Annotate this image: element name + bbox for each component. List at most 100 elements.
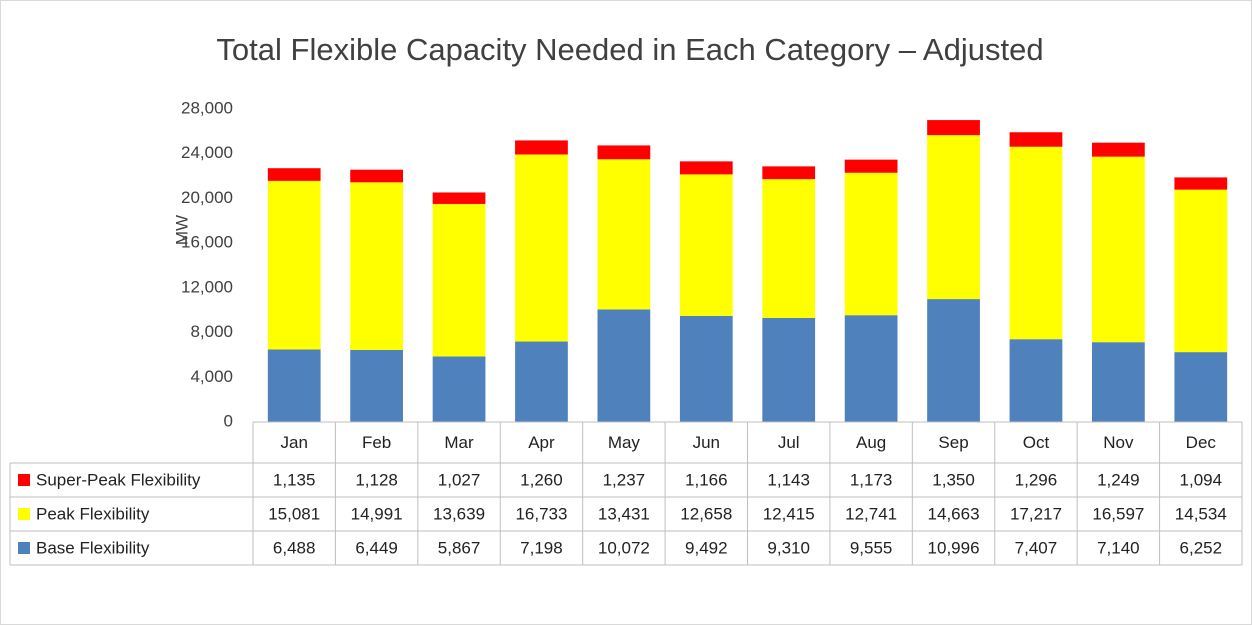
table-value: 6,449 [355,538,398,557]
bar-segment [844,172,898,316]
x-tick-label: Nov [1103,433,1134,452]
table-value: 15,081 [268,504,320,523]
legend-swatch [18,542,30,554]
table-value: 13,639 [433,504,485,523]
bar-segment [844,159,898,173]
x-tick-label: Jan [280,433,307,452]
x-tick-label: May [608,433,641,452]
bar-segment [350,349,403,422]
table-value: 9,310 [767,538,810,557]
y-axis-label: MW [172,215,191,245]
bar-segment [1092,156,1145,343]
chart-title: Total Flexible Capacity Needed in Each C… [216,32,1043,67]
table-value: 12,415 [763,504,815,523]
y-tick-label: 8,000 [190,322,233,341]
bar-segment [350,182,403,350]
table-value: 1,249 [1097,470,1140,489]
bar-segment [515,341,568,422]
x-tick-label: Jun [693,433,720,452]
bar-segment [597,145,651,160]
table-value: 16,597 [1092,504,1144,523]
bar-segment [597,309,651,422]
table-value: 12,741 [845,504,897,523]
y-tick-label: 24,000 [181,143,233,162]
bar-segment [927,120,980,136]
bar-segment [1174,177,1228,190]
bar-segment [432,356,486,422]
table-value: 1,350 [932,470,975,489]
bar-segment [844,315,898,422]
bar-segment [762,179,816,318]
table-value: 1,260 [520,470,563,489]
legend-swatch [18,474,30,486]
table-value: 7,407 [1015,538,1058,557]
legend-label: Super-Peak Flexibility [36,470,201,489]
legend-label: Peak Flexibility [36,504,150,523]
bar-segment [1009,146,1063,340]
legend-swatch [18,508,30,520]
bar-segment [432,192,486,204]
x-tick-label: Feb [362,433,391,452]
table-value: 13,431 [598,504,650,523]
x-tick-label: Jul [778,433,800,452]
bar-segment [679,161,733,175]
x-tick-label: Mar [444,433,474,452]
table-value: 1,128 [355,470,398,489]
bar-segment [597,159,651,310]
x-tick-label: Oct [1023,433,1050,452]
bar-segment [927,135,980,300]
table-value: 5,867 [438,538,481,557]
x-tick-label: Apr [528,433,555,452]
table-value: 7,140 [1097,538,1140,557]
bar-segment [1092,142,1145,157]
bar-segment [515,140,568,155]
table-value: 7,198 [520,538,563,557]
table-value: 1,027 [438,470,481,489]
y-tick-label: 20,000 [181,188,233,207]
legend-label: Base Flexibility [36,538,150,557]
bar-segment [1009,339,1063,422]
bar-segment [267,180,321,350]
bar-segment [679,174,733,316]
table-value: 10,996 [928,538,980,557]
bar-segment [1174,189,1228,353]
table-value: 9,555 [850,538,893,557]
table-value: 6,488 [273,538,316,557]
bar-segment [515,154,568,342]
bar-segment [267,349,321,422]
bar-segment [762,317,816,422]
table-value: 9,492 [685,538,728,557]
table-value: 1,173 [850,470,893,489]
table-value: 1,296 [1015,470,1058,489]
bar-segment [927,299,980,422]
bar-segment [1174,352,1228,422]
bar-segment [267,168,321,181]
table-value: 14,534 [1175,504,1227,523]
bar-segment [1092,342,1145,422]
y-tick-label: 16,000 [181,233,233,252]
table-value: 12,658 [680,504,732,523]
y-tick-label: 4,000 [190,367,233,386]
y-tick-label: 0 [224,411,233,430]
y-tick-label: 12,000 [181,277,233,296]
table-value: 17,217 [1010,504,1062,523]
table-value: 14,663 [928,504,980,523]
bar-segment [432,203,486,357]
table-value: 14,991 [351,504,403,523]
bar-segment [1009,132,1063,147]
table-value: 1,094 [1180,470,1223,489]
bar-segment [350,169,403,183]
table-value: 1,135 [273,470,316,489]
table-value: 16,733 [515,504,567,523]
x-tick-label: Sep [938,433,968,452]
table-value: 1,237 [603,470,646,489]
bar-segment [679,315,733,422]
table-value: 6,252 [1180,538,1223,557]
bar-segment [762,166,816,180]
x-tick-label: Aug [856,433,886,452]
table-value: 1,143 [767,470,810,489]
table-value: 1,166 [685,470,728,489]
y-tick-label: 28,000 [181,98,233,117]
